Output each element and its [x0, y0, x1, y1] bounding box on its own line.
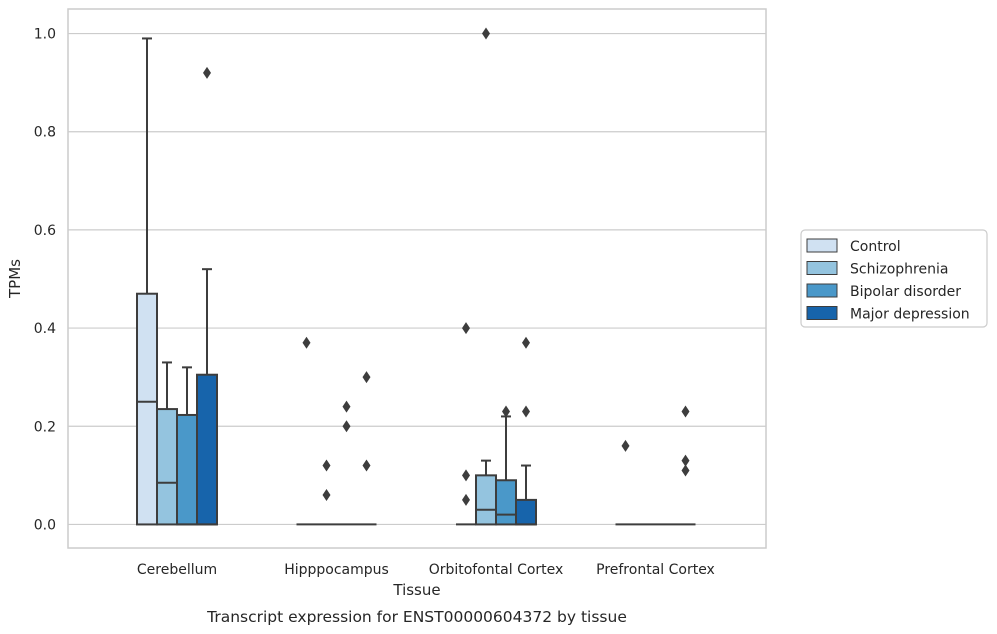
- box-schizophrenia: [475, 27, 497, 526]
- x-axis-ticks: Cerebellum Hipppocampus Orbitofontal Corte…: [137, 562, 715, 578]
- outlier-point: [522, 405, 530, 418]
- x-tick-label: Orbitofontal Cortex: [429, 562, 564, 578]
- x-axis-label: Tissue: [392, 581, 440, 599]
- box-body: [176, 413, 198, 526]
- x-tick-label: Hipppocampus: [284, 562, 389, 578]
- outlier-point: [362, 459, 371, 472]
- box-bipolar-disorder: [176, 366, 198, 526]
- outlier-point: [502, 405, 510, 418]
- legend-frame: [800, 229, 988, 328]
- outlier-point: [342, 420, 351, 433]
- outlier-point: [621, 439, 630, 452]
- y-axis-ticks: 0.0 0.2 0.4 0.6 0.8 1.0: [34, 27, 56, 534]
- outlier-point: [681, 405, 690, 418]
- plot-area-frame: [67, 8, 767, 549]
- box-bipolar-disorder: [495, 405, 517, 526]
- box-layer: [136, 27, 696, 526]
- box-bipolar-disorder: [336, 400, 357, 526]
- outlier-point: [482, 27, 490, 40]
- legend-swatch: [806, 261, 838, 275]
- legend-label: Control: [850, 239, 901, 255]
- box-control: [615, 439, 636, 526]
- outlier-point: [462, 322, 470, 335]
- outlier-point: [302, 336, 311, 349]
- y-tick-label: 0.6: [34, 223, 56, 239]
- legend-swatch: [806, 238, 838, 253]
- legend-label: Bipolar disorder: [850, 284, 961, 300]
- box-body: [136, 292, 158, 526]
- outlier-point: [342, 400, 351, 413]
- outlier-point: [322, 488, 331, 501]
- y-axis-label: TPMs: [6, 259, 24, 299]
- box-major-depression: [515, 336, 537, 526]
- box-schizophrenia: [156, 361, 178, 526]
- box-body: [156, 408, 178, 526]
- box-body: [196, 373, 218, 526]
- outlier-point: [522, 336, 530, 349]
- legend-label: Schizophrenia: [850, 262, 948, 278]
- outlier-point: [462, 469, 470, 482]
- legend-swatch: [806, 306, 838, 320]
- outlier-point: [462, 493, 470, 506]
- box-control: [456, 322, 476, 526]
- y-tick-label: 1.0: [34, 27, 56, 43]
- box-schizophrenia: [316, 459, 337, 526]
- y-tick-label: 0.0: [34, 517, 56, 533]
- y-tick-label: 0.2: [34, 419, 56, 435]
- outlier-point: [322, 459, 331, 472]
- box-major-depression: [356, 371, 377, 526]
- legend-label: Major depression: [850, 307, 970, 323]
- box-major-depression: [196, 66, 218, 526]
- box-control: [136, 37, 158, 526]
- y-tick-label: 0.4: [34, 321, 56, 337]
- box-body: [475, 474, 497, 526]
- box-body: [515, 498, 537, 526]
- chart-caption: Transcript expression for ENST0000060437…: [206, 608, 627, 626]
- outlier-point: [203, 66, 211, 79]
- outlier-point: [681, 454, 690, 467]
- outlier-point: [362, 371, 371, 384]
- x-tick-label: Prefrontal Cortex: [596, 562, 715, 578]
- outlier-point: [681, 464, 690, 477]
- y-tick-label: 0.8: [34, 125, 56, 141]
- legend-swatch: [806, 283, 838, 298]
- x-tick-label: Cerebellum: [137, 562, 217, 578]
- box-major-depression: [675, 405, 696, 526]
- box-body: [495, 479, 517, 526]
- box-control: [296, 336, 317, 526]
- legend: Control Schizophrenia Bipolar disorder Majo…: [800, 229, 988, 328]
